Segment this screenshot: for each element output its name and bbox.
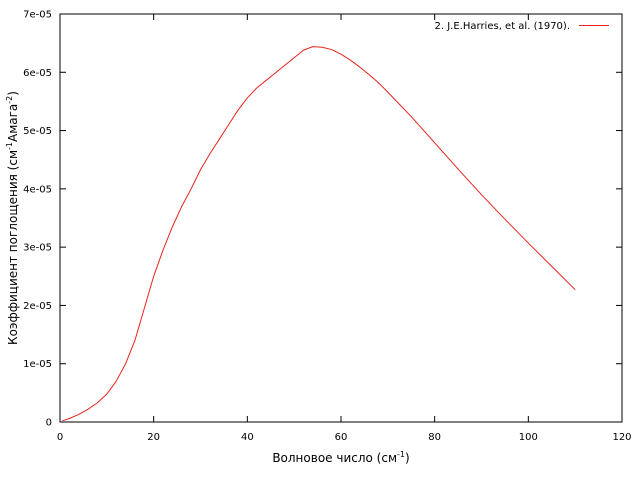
- x-axis-ticks: 0 20 40 60 80 100 120: [57, 14, 632, 443]
- x-tick-label: 60: [335, 432, 348, 443]
- y-tick-label: 2e-05: [23, 301, 52, 312]
- y-axis-title: Коэффициент поглощения (см-1Амага-2): [5, 91, 20, 345]
- x-tick-label: 100: [519, 432, 538, 443]
- legend-label: 2. J.E.Harries, et al. (1970).: [435, 21, 570, 32]
- series-line: [62, 46, 576, 422]
- plot-frame: [59, 13, 623, 423]
- y-tick-label: 7e-05: [23, 10, 52, 21]
- y-tick-label: 6e-05: [23, 68, 52, 79]
- y-tick-label: 1e-05: [23, 359, 52, 370]
- y-tick-label: 0: [46, 418, 52, 429]
- y-tick-label: 3e-05: [23, 243, 52, 254]
- x-axis-title: Волновое число (см-1): [272, 450, 409, 465]
- y-axis-ticks: 0 1e-05 2e-05 3e-05 4e-05 5e-05 6e-05 7e-05: [23, 10, 622, 429]
- x-tick-label: 40: [241, 432, 254, 443]
- y-tick-label: 4e-05: [23, 184, 52, 195]
- series-layer: [62, 46, 576, 422]
- y-tick-label: 5e-05: [23, 126, 52, 137]
- x-tick-label: 80: [428, 432, 441, 443]
- x-tick-label: 120: [612, 432, 631, 443]
- x-tick-label: 20: [147, 432, 160, 443]
- legend: 2. J.E.Harries, et al. (1970).: [435, 21, 609, 32]
- x-tick-label: 0: [57, 432, 63, 443]
